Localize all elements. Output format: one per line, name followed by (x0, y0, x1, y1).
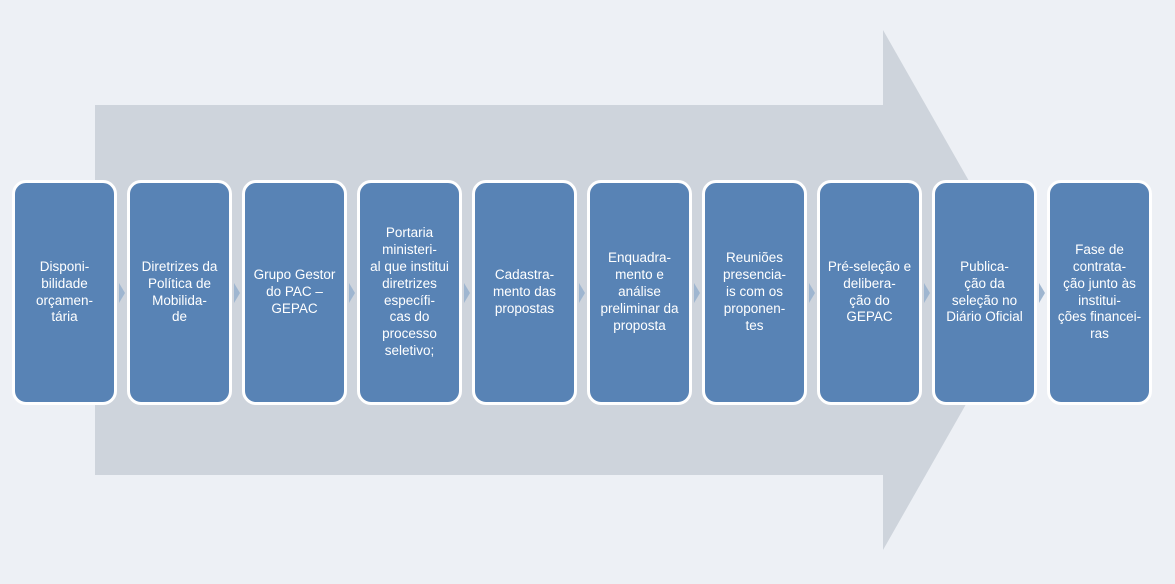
step-box: Pré-seleção e delibera-ção do GEPAC (817, 180, 922, 405)
connector-icon (464, 283, 470, 303)
steps-container: Disponi-bilidade orçamen-tária Diretrize… (12, 180, 1162, 405)
step-box: Enquadra-mento e análise preliminar da p… (587, 180, 692, 405)
step-box: Fase de contrata-ção junto às institui-ç… (1047, 180, 1152, 405)
step-label: Pré-seleção e delibera-ção do GEPAC (826, 259, 913, 327)
step-box: Reuniões presencia-is com os proponen-te… (702, 180, 807, 405)
connector-icon (694, 283, 700, 303)
step-box: Diretrizes da Política de Mobilida-de (127, 180, 232, 405)
step-label: Fase de contrata-ção junto às institui-ç… (1056, 242, 1143, 343)
step-label: Cadastra-mento das propostas (481, 267, 568, 318)
step-label: Grupo Gestor do PAC – GEPAC (251, 267, 338, 318)
connector-icon (349, 283, 355, 303)
step-label: Disponi-bilidade orçamen-tária (21, 259, 108, 327)
step-label: Enquadra-mento e análise preliminar da p… (596, 250, 683, 334)
connector-icon (924, 283, 930, 303)
step-box: Grupo Gestor do PAC – GEPAC (242, 180, 347, 405)
step-box: Disponi-bilidade orçamen-tária (12, 180, 117, 405)
connector-icon (1039, 283, 1045, 303)
connector-icon (119, 283, 125, 303)
connector-icon (579, 283, 585, 303)
step-box: Cadastra-mento das propostas (472, 180, 577, 405)
step-label: Reuniões presencia-is com os proponen-te… (711, 250, 798, 334)
step-label: Publica-ção da seleção no Diário Oficial (941, 259, 1028, 327)
connector-icon (809, 283, 815, 303)
step-label: Diretrizes da Política de Mobilida-de (136, 259, 223, 327)
step-box: Portaria ministeri-al que institui diret… (357, 180, 462, 405)
step-label: Portaria ministeri-al que institui diret… (366, 225, 453, 360)
connector-icon (234, 283, 240, 303)
step-box: Publica-ção da seleção no Diário Oficial (932, 180, 1037, 405)
